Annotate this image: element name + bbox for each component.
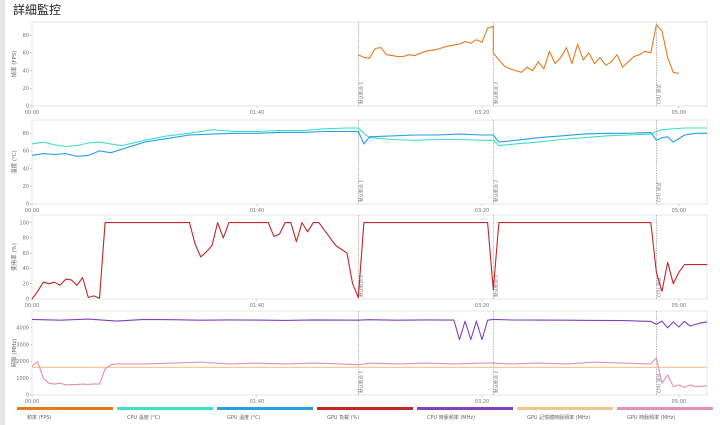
x-tick-label: 05:00 <box>672 399 686 405</box>
y-tick-label: 3000 <box>16 342 29 348</box>
legend-item[interactable]: CPU 溫度 (°C) <box>117 407 217 421</box>
series-cpu-mhz-line <box>31 318 708 341</box>
y-tick-label: 40 <box>23 166 29 172</box>
x-tick-label: 03:20 <box>475 110 489 116</box>
legend-label: GPU 記憶體時脈頻率 (MHz) <box>527 415 591 421</box>
y-tick-label: 60 <box>23 51 29 57</box>
series-gpu-c-line <box>31 130 707 157</box>
x-tick-label: 05:00 <box>672 110 686 116</box>
legend-item[interactable]: GPU 時脈頻率 (MHz) <box>617 407 717 421</box>
page-title: 詳細監控 <box>13 3 62 17</box>
plot-frame <box>31 310 708 396</box>
marker-label: 默认航点 1 <box>357 371 364 393</box>
legend-swatch <box>17 407 113 410</box>
marker-label: 默认航点 1 <box>357 82 364 104</box>
left-scrollbar[interactable] <box>0 0 5 425</box>
x-tick-label: 03:20 <box>475 208 489 214</box>
marker-label: 默认航点 2 <box>492 82 499 104</box>
marker-label: 默认航点 1 <box>357 275 364 297</box>
marker-label: CPU 测试 <box>655 84 662 104</box>
x-tick-label: 00:00 <box>25 303 39 309</box>
y-tick-label: 0 <box>26 104 29 110</box>
y-tick-label: 40 <box>23 68 29 74</box>
series-fps-line <box>358 24 679 74</box>
legend-swatch <box>617 407 713 410</box>
marker-label: 默认航点 2 <box>492 180 499 202</box>
y-tick-label: 0 <box>26 202 29 208</box>
x-tick-label: 05:00 <box>672 208 686 214</box>
legend-item[interactable]: GPU 溫度 (°C) <box>217 407 317 421</box>
y-tick-label: 0 <box>26 393 29 399</box>
clock-chart: 0 1000 2000 3000 4000 00:00 01:40 03:20 05:00 時脈 … <box>10 310 708 405</box>
x-tick-label: 01:40 <box>250 208 264 214</box>
plot-frame <box>31 21 708 107</box>
y-axis-label: 幀率 (FPS) <box>10 50 18 77</box>
x-tick-label: 00:00 <box>25 399 39 405</box>
y-tick-label: 2000 <box>16 359 29 365</box>
legend-label: 幀率 (FPS) <box>27 415 52 421</box>
x-tick-label: 01:40 <box>250 303 264 309</box>
x-tick-label: 01:40 <box>250 399 264 405</box>
y-axis-label: 使用率 (%) <box>10 243 18 271</box>
usage-chart: 0 20 40 60 80 100 00:00 01:40 03:20 05:00 使用率 (%) 默… <box>10 214 708 309</box>
marker-label: 默认航点 2 <box>492 275 499 297</box>
y-tick-label: 1000 <box>16 376 29 382</box>
series-cpu-c-line <box>31 127 707 148</box>
x-tick-label: 00:00 <box>25 208 39 214</box>
y-tick-label: 20 <box>23 184 29 190</box>
legend-swatch <box>217 407 313 410</box>
legend-label: CPU 時脈頻率 (MHz) <box>427 415 475 421</box>
y-axis-label: 時脈 (MHz) <box>10 339 18 368</box>
legend-label: GPU 溫度 (°C) <box>227 415 261 421</box>
legend-swatch <box>517 407 613 410</box>
y-tick-label: 80 <box>23 236 29 242</box>
marker-label: CPU 测试 <box>655 373 662 393</box>
y-tick-label: 80 <box>23 131 29 137</box>
chart-legend: 幀率 (FPS) CPU 溫度 (°C) GPU 溫度 (°C) GPU 負載 (%)… <box>17 407 717 421</box>
x-tick-label: 03:20 <box>475 303 489 309</box>
marker-label: CPU 测试 <box>655 277 662 297</box>
legend-item[interactable]: GPU 記憶體時脈頻率 (MHz) <box>517 407 617 421</box>
y-tick-label: 80 <box>23 33 29 39</box>
x-tick-label: 03:20 <box>475 399 489 405</box>
legend-item[interactable]: GPU 負載 (%) <box>317 407 417 421</box>
series-gpu-line <box>31 222 707 300</box>
plot-frame <box>31 214 708 300</box>
legend-item[interactable]: CPU 時脈頻率 (MHz) <box>417 407 517 421</box>
y-axis-label: 溫度 (°C) <box>10 150 18 174</box>
legend-swatch <box>117 407 213 410</box>
marker-label: CPU 测试 <box>655 182 662 202</box>
marker-label: 默认航点 1 <box>357 180 364 202</box>
y-tick-label: 20 <box>23 281 29 287</box>
legend-label: GPU 時脈頻率 (MHz) <box>627 415 676 421</box>
legend-swatch <box>317 407 413 410</box>
y-tick-label: 40 <box>23 266 29 272</box>
y-tick-label: 4000 <box>16 326 29 332</box>
legend-label: GPU 負載 (%) <box>327 415 360 421</box>
y-tick-label: 0 <box>26 297 29 303</box>
marker-label: 默认航点 2 <box>492 371 499 393</box>
plot-frame <box>31 119 708 205</box>
fps-chart: 0 20 40 60 80 00:00 01:40 03:20 05:00 幀率 (FPS) 默认航… <box>10 21 708 116</box>
x-tick-label: 01:40 <box>250 110 264 116</box>
series-gpu-mhz-line <box>31 357 708 388</box>
y-tick-label: 20 <box>23 86 29 92</box>
y-tick-label: 100 <box>19 220 29 226</box>
y-tick-label: 60 <box>23 251 29 257</box>
legend-swatch <box>417 407 513 410</box>
legend-item[interactable]: 幀率 (FPS) <box>17 407 117 421</box>
x-tick-label: 05:00 <box>672 303 686 309</box>
legend-label: CPU 溫度 (°C) <box>127 415 161 421</box>
y-tick-label: 60 <box>23 149 29 155</box>
temperature-chart: 0 20 40 60 80 00:00 01:40 03:20 05:00 溫度 (°C) 默认航点… <box>10 119 708 214</box>
x-tick-label: 00:00 <box>25 110 39 116</box>
